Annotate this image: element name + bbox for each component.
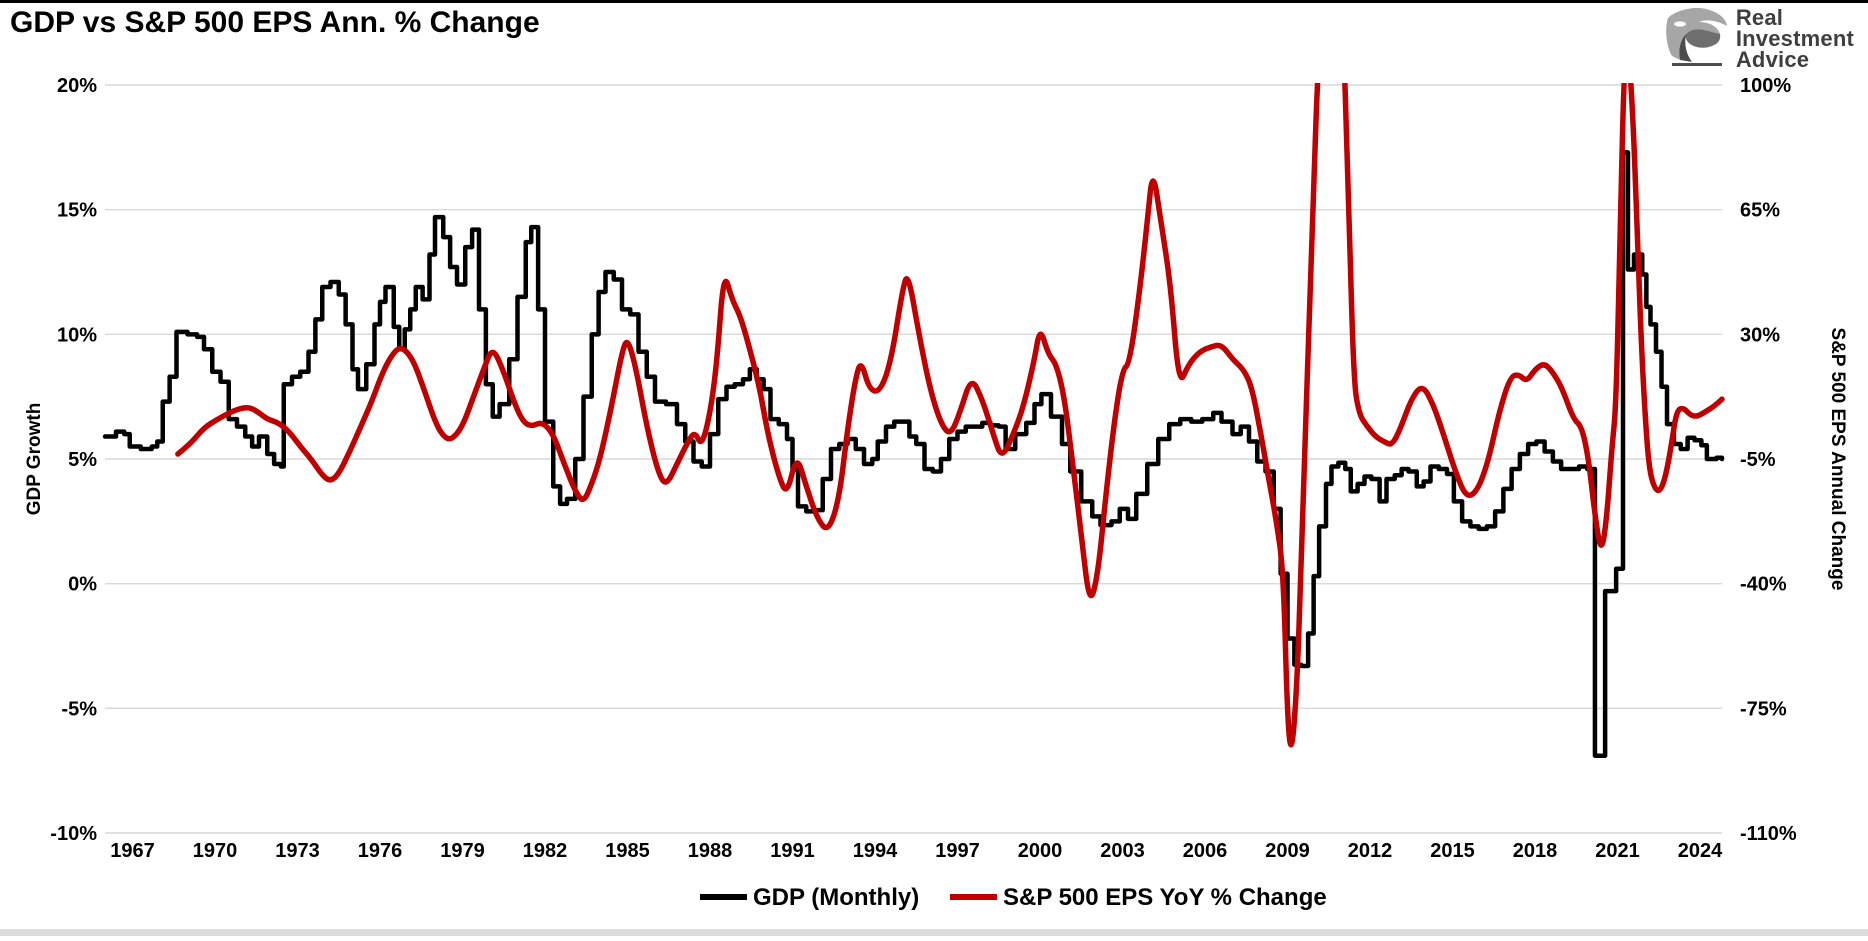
- brand-line-1: Real: [1735, 5, 1784, 30]
- x-axis-tick-label: 2021: [1595, 840, 1640, 862]
- left-axis-tick-label: -10%: [50, 823, 97, 845]
- left-axis-tick-label: 15%: [57, 200, 97, 222]
- x-axis-tick-label: 1997: [935, 840, 980, 862]
- bottom-divider: [0, 929, 1868, 936]
- left-axis-tick-label: 10%: [57, 324, 97, 346]
- right-axis-title: S&P 500 EPS Annual Change: [1827, 328, 1848, 591]
- x-axis-tick-label: 1967: [110, 840, 155, 862]
- right-axis-tick-label: -40%: [1740, 574, 1787, 596]
- right-axis-tick-label: 30%: [1740, 324, 1780, 346]
- gdp-series-line: [102, 150, 1725, 758]
- right-axis-tick-label: 100%: [1740, 75, 1791, 97]
- legend-label-eps: S&P 500 EPS YoY % Change: [1003, 884, 1327, 911]
- brand-logo: Real Investment Advice: [1665, 5, 1854, 72]
- right-axis-tick-label: -110%: [1740, 823, 1797, 845]
- right-axis-tick-label: -5%: [1740, 449, 1776, 471]
- x-axis-tick-label: 2003: [1100, 840, 1145, 862]
- left-axis-tick-label: 20%: [57, 75, 97, 97]
- x-axis-tick-label: 1985: [605, 840, 650, 862]
- eagle-logo-icon: [1665, 6, 1728, 71]
- left-axis-title: GDP Growth: [24, 403, 45, 516]
- x-axis-tick-label: 1994: [853, 840, 898, 862]
- right-axis-tick-label: 65%: [1740, 200, 1780, 222]
- x-axis-tick-label: 1982: [523, 840, 568, 862]
- legend: GDP (Monthly) S&P 500 EPS YoY % Change: [700, 884, 1327, 911]
- left-axis-tick-label: 5%: [68, 449, 97, 471]
- x-axis-tick-label: 1973: [275, 840, 320, 862]
- x-axis-tick-label: 1976: [358, 840, 403, 862]
- brand-logo-text: Real Investment Advice: [1735, 5, 1854, 72]
- right-axis-tick-label: -75%: [1740, 698, 1787, 720]
- chart-title: GDP vs S&P 500 EPS Ann. % Change: [10, 6, 540, 39]
- x-axis-tick-label: 1970: [193, 840, 238, 862]
- left-axis-tick-label: 0%: [68, 574, 97, 596]
- x-axis-tick-label: 2012: [1348, 840, 1393, 862]
- x-axis-tick-label: 2000: [1018, 840, 1063, 862]
- x-axis-tick-label: 2009: [1265, 840, 1310, 862]
- x-axis-tick-label: 2006: [1183, 840, 1228, 862]
- x-axis-tick-label: 2024: [1678, 840, 1723, 862]
- x-axis-tick-label: 1979: [440, 840, 485, 862]
- brand-line-3: Advice: [1735, 47, 1810, 72]
- x-axis-tick-label: 2015: [1430, 840, 1475, 862]
- x-axis-tick-label: 1988: [688, 840, 733, 862]
- left-axis-tick-label: -5%: [61, 698, 97, 720]
- brand-line-2: Investment: [1735, 26, 1854, 51]
- eps-series-line: [175, 83, 1725, 748]
- x-axis-tick-label: 2018: [1513, 840, 1558, 862]
- x-axis-tick-label: 1991: [770, 840, 815, 862]
- legend-label-gdp: GDP (Monthly): [753, 884, 919, 911]
